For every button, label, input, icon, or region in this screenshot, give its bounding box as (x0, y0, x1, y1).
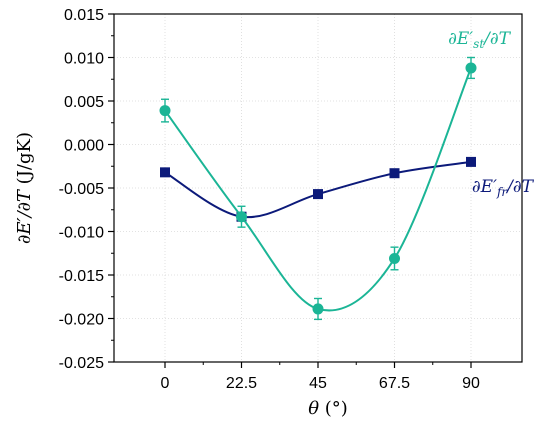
y-tick-label: 0.010 (64, 51, 104, 68)
x-tick-label: 67.5 (379, 375, 410, 392)
ticks: 0.015 0.010 0.005 0.000 -0.005 -0.010 -0.015 -0… (59, 7, 480, 392)
series-layer (159, 56, 477, 321)
data-point (389, 168, 400, 179)
data-point (160, 167, 170, 178)
data-point (236, 211, 247, 223)
y-tick-label: -0.015 (59, 268, 104, 285)
series-fr (160, 156, 476, 222)
x-tick-label: 90 (462, 375, 480, 392)
y-axis-title: ∂E′/∂T (J/gK) (14, 132, 35, 244)
x-axis-title: θ (°) (308, 398, 348, 419)
data-point (465, 62, 477, 74)
y-tick-label: 0.000 (64, 138, 104, 155)
data-point (313, 189, 323, 200)
data-point (389, 252, 400, 264)
y-tick-label: -0.010 (59, 225, 104, 242)
x-tick-label: 45 (309, 375, 327, 392)
y-tick-label: 0.015 (64, 7, 104, 24)
y-tick-label: -0.005 (59, 181, 104, 198)
y-tick-label: -0.020 (59, 312, 104, 329)
data-point (159, 105, 171, 117)
x-tick-label: 22.5 (226, 375, 257, 392)
x-tick-label: 0 (161, 375, 170, 392)
data-point (312, 303, 324, 315)
series-label-fr: ∂E′fr/∂T (472, 177, 535, 199)
series-label-st: ∂E′st/∂T (448, 29, 512, 51)
y-tick-label: -0.025 (59, 355, 104, 372)
series-st (159, 56, 477, 321)
data-point (466, 156, 476, 167)
y-tick-label: 0.005 (64, 94, 104, 111)
